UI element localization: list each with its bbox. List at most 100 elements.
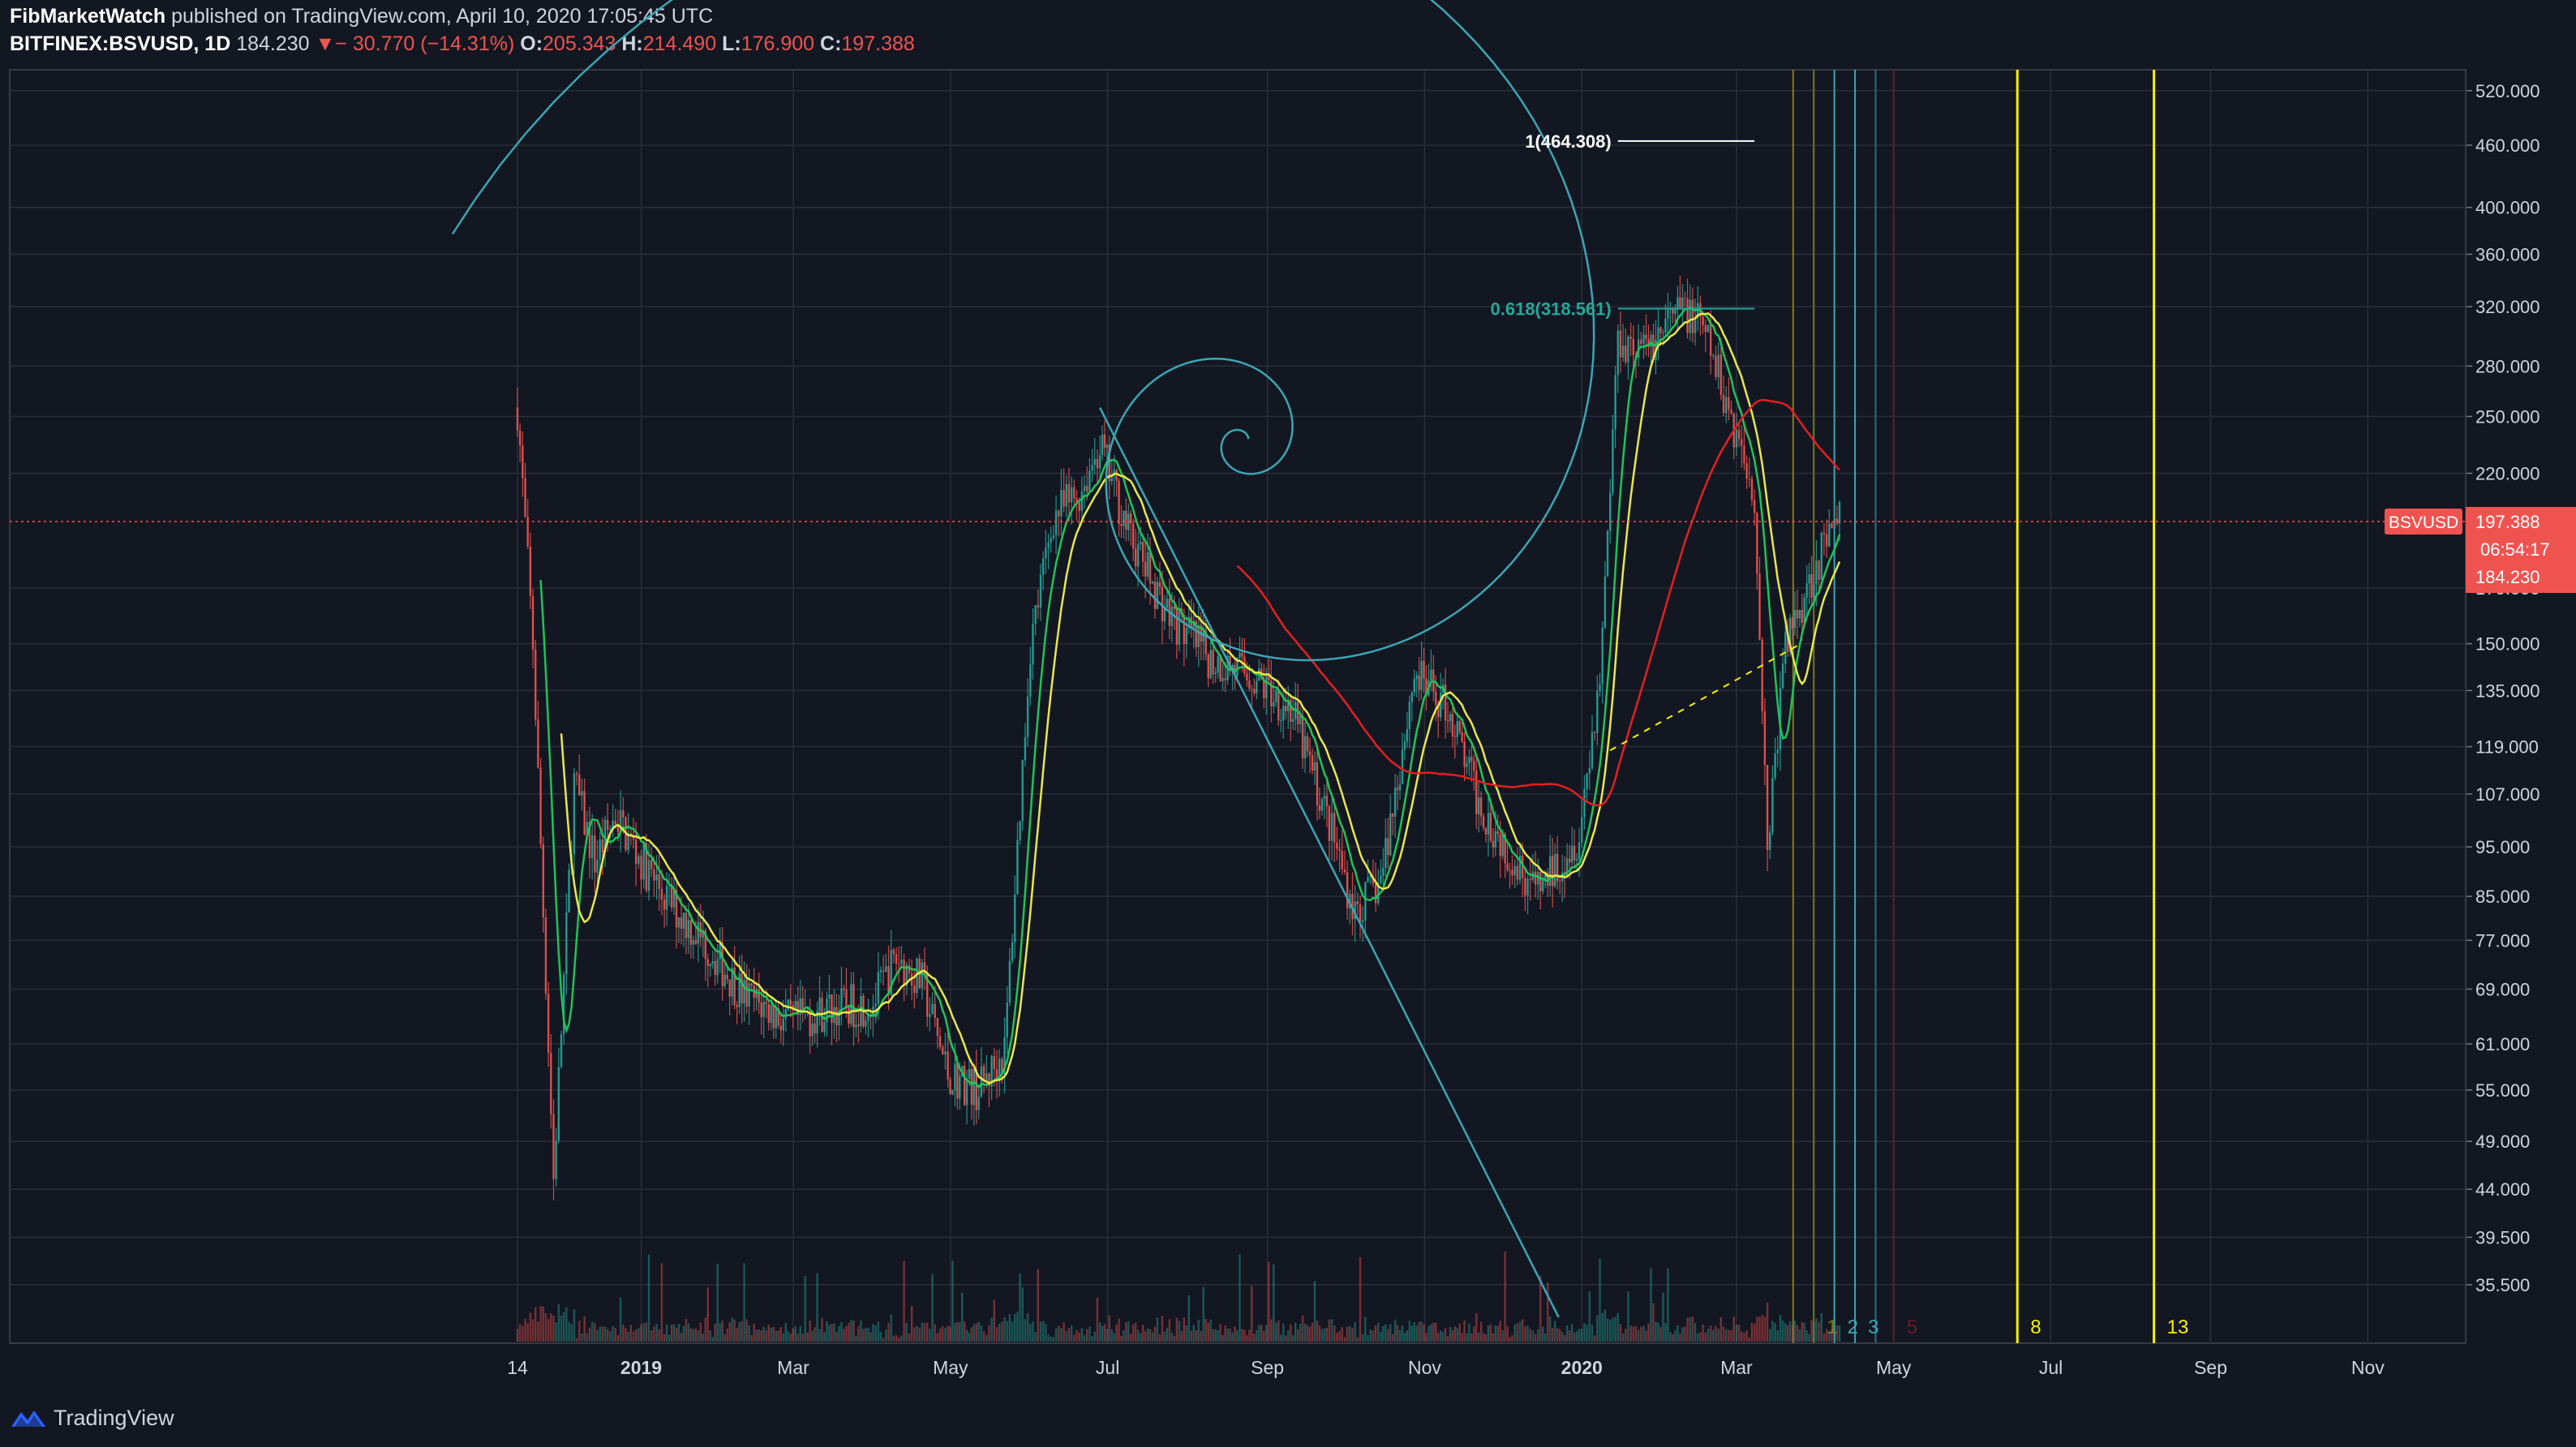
volume-bar [874, 1325, 877, 1342]
volume-bar [1239, 1254, 1241, 1342]
candle [1583, 775, 1586, 830]
volume-bar [944, 1328, 947, 1342]
volume-bar [833, 1323, 835, 1342]
volume-bar [539, 1306, 542, 1342]
publisher-name[interactable]: FibMarketWatch [10, 5, 166, 28]
volume-bar [583, 1316, 586, 1342]
volume-bar [865, 1328, 867, 1342]
candle [1820, 530, 1823, 589]
volume-bar [1415, 1325, 1418, 1342]
moving-averages [539, 306, 1841, 1089]
candle [838, 994, 840, 1041]
candle [1642, 325, 1645, 359]
volume-bar [1565, 1325, 1569, 1342]
volume-bar [1691, 1316, 1694, 1342]
volume-bar [772, 1326, 775, 1342]
volume-bars [516, 1252, 1841, 1342]
volume-bar [1776, 1330, 1779, 1342]
candle [775, 998, 777, 1039]
candle [1463, 732, 1466, 782]
volume-bar [1492, 1333, 1495, 1342]
volume-bar [1070, 1325, 1073, 1342]
x-tick-label: Jul [2039, 1357, 2063, 1378]
candle [1496, 814, 1499, 843]
volume-bar [632, 1331, 635, 1342]
volume-bar [518, 1324, 522, 1342]
volume-bar [1086, 1329, 1088, 1342]
volume-bar [1354, 1321, 1356, 1342]
volume-bar [1684, 1326, 1686, 1342]
volume-bar [1389, 1324, 1392, 1342]
volume-bar [821, 1317, 823, 1342]
volume-bar [1130, 1333, 1132, 1342]
candle [1054, 495, 1058, 555]
candle [1385, 818, 1387, 877]
volume-bar [947, 1325, 949, 1342]
candle [583, 779, 586, 836]
candle [1406, 711, 1409, 749]
candle [882, 955, 885, 985]
volume-bar [1694, 1323, 1697, 1342]
volume-bar [622, 1325, 625, 1342]
volume-bar [1667, 1268, 1669, 1342]
volume-bar [1101, 1325, 1104, 1342]
candle [526, 499, 529, 550]
symbol-label[interactable]: BITFINEX:BSVUSD, 1D [10, 32, 231, 55]
candle [1214, 667, 1217, 683]
volume-bar [1441, 1332, 1445, 1342]
volume-bar [877, 1321, 880, 1342]
candle [1130, 510, 1132, 546]
volume-bar [1341, 1327, 1343, 1342]
candle [1684, 291, 1686, 307]
volume-bar [1791, 1325, 1794, 1342]
volume-bar [1369, 1329, 1372, 1342]
volume-bar [1338, 1331, 1341, 1342]
volume-bar [1544, 1333, 1547, 1342]
candle [900, 946, 903, 968]
candle [777, 1001, 779, 1028]
volume-bar [882, 1338, 885, 1342]
candle [1599, 672, 1601, 698]
volume-bar [1423, 1324, 1425, 1342]
tradingview-logo-icon[interactable] [10, 1406, 47, 1430]
volume-bar [590, 1321, 594, 1342]
price-labels: BSVUSD 197.388 06:54:17 184.230 [10, 507, 2576, 594]
candle [1473, 754, 1475, 791]
price-axis[interactable]: 520.000 460.000 400.000 360.000 320.000 280.0… [2465, 70, 2540, 1343]
price-change: − 30.770 (−14.31%) [335, 32, 515, 55]
volume-bar [614, 1328, 616, 1342]
candle [1735, 413, 1738, 456]
candle [850, 972, 852, 1027]
volume-bar [599, 1326, 601, 1342]
candle [537, 700, 539, 769]
candle [723, 964, 726, 990]
candle [1161, 570, 1164, 645]
volume-bar [823, 1332, 826, 1342]
tradingview-brand[interactable]: TradingView [54, 1405, 174, 1430]
volume-bar [723, 1333, 726, 1342]
time-axis[interactable]: 14 2019 Mar May Jul Sep Nov 2020 Mar May Jul Sep Nov [507, 1357, 2385, 1378]
candle [1141, 535, 1144, 577]
volume-bar [1236, 1330, 1239, 1342]
candle [1280, 708, 1282, 732]
volume-bar [956, 1321, 959, 1342]
volume-bar [1316, 1320, 1319, 1342]
plot-area[interactable] [9, 69, 2467, 1344]
candle [1681, 284, 1684, 325]
volume-bar [1820, 1312, 1823, 1342]
volume-bar [1125, 1322, 1127, 1342]
volume-bar [1118, 1318, 1120, 1342]
candle [1063, 468, 1065, 513]
candle [982, 1063, 985, 1094]
volume-bar [1735, 1324, 1738, 1342]
candle [1458, 719, 1461, 736]
volume-bar [1453, 1326, 1457, 1342]
volume-bar [1521, 1319, 1524, 1342]
volume-bar [980, 1325, 983, 1342]
candle [867, 998, 869, 1038]
volume-bar [1468, 1324, 1470, 1342]
candle [1763, 698, 1767, 786]
fib-time-label: 1 [1827, 1316, 1837, 1338]
candle [542, 836, 544, 933]
